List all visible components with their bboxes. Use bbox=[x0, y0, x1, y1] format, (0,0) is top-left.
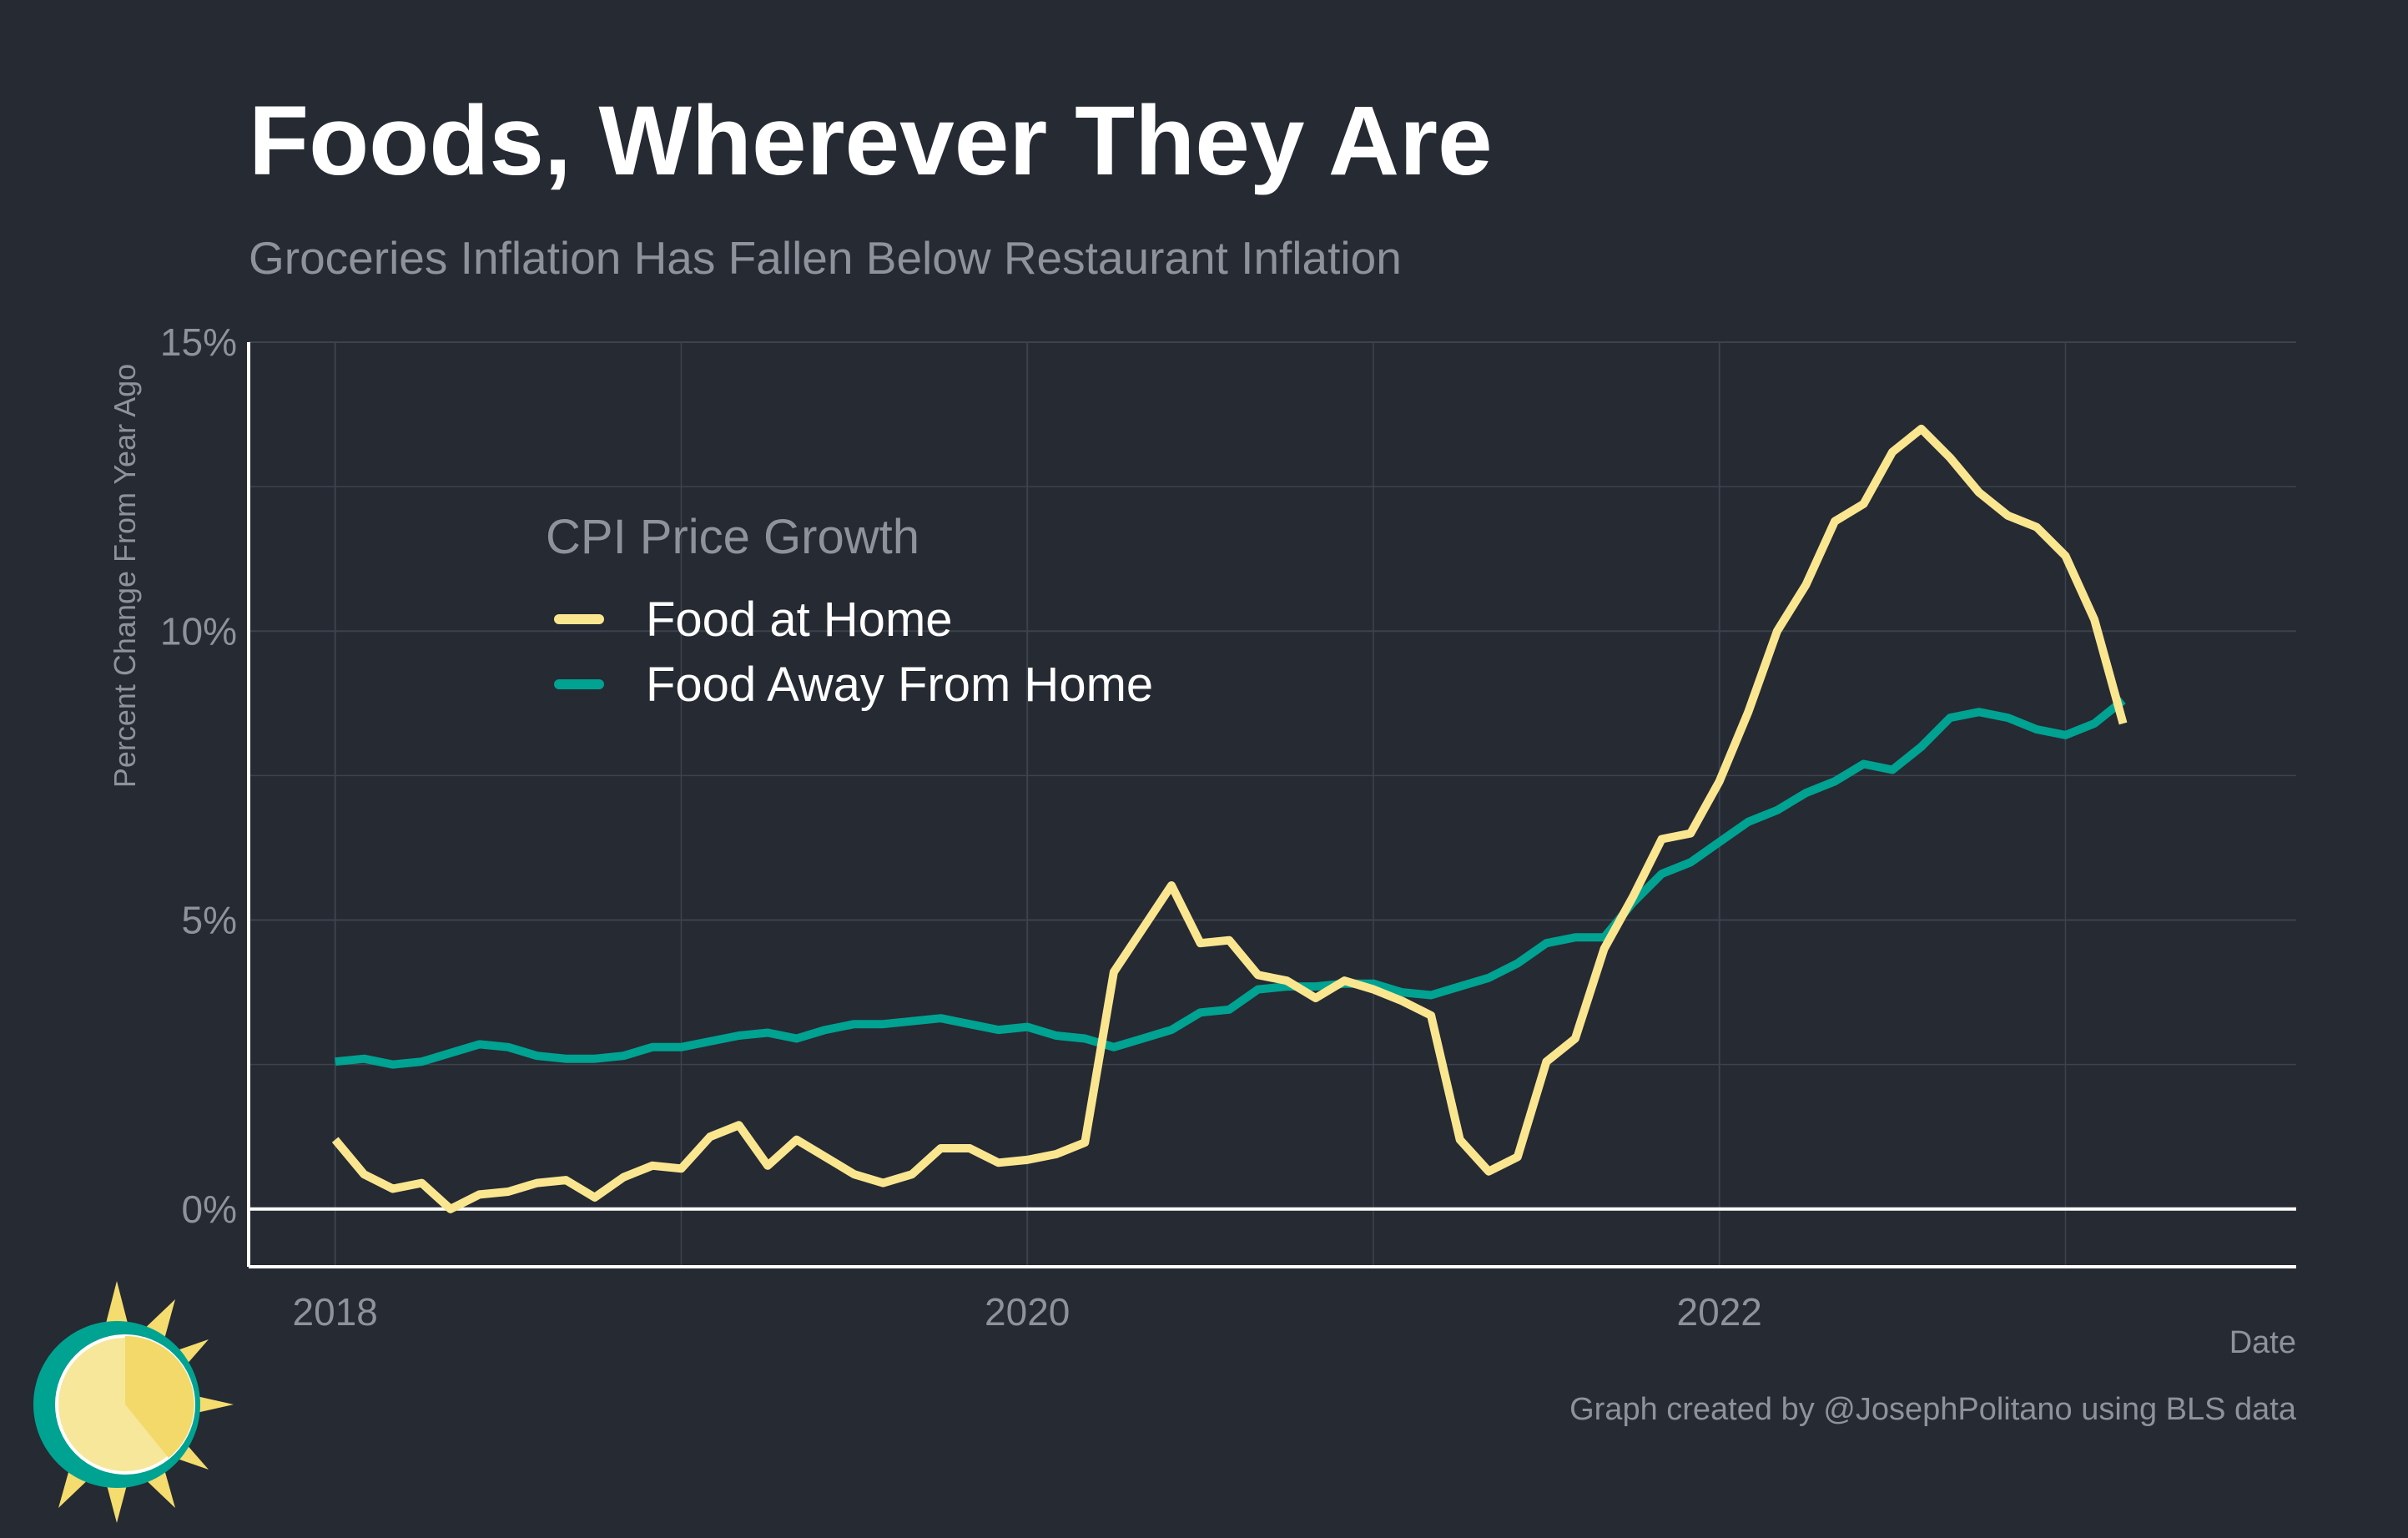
grid-lines bbox=[249, 341, 2296, 1267]
axes bbox=[247, 342, 2296, 1268]
chart-title: Foods, Wherever They Are bbox=[249, 86, 1493, 196]
legend-label-food-away: Food Away From Home bbox=[646, 657, 1154, 712]
y-tick-label: 0% bbox=[182, 1188, 237, 1231]
y-tick-label: 10% bbox=[160, 609, 237, 653]
legend-swatch-food-away bbox=[554, 679, 604, 689]
x-tick-labels: 2018 2020 2022 bbox=[293, 1290, 1762, 1334]
x-axis-label: Date bbox=[2229, 1325, 2296, 1360]
x-tick-label: 2018 bbox=[293, 1290, 378, 1334]
legend-label-food-at-home: Food at Home bbox=[646, 592, 953, 647]
x-tick-label: 2022 bbox=[1677, 1290, 1762, 1334]
sun-logo-icon bbox=[33, 1281, 234, 1523]
y-tick-labels: 0% 5% 10% 15% bbox=[160, 320, 237, 1231]
legend-item-food-away: Food Away From Home bbox=[546, 652, 1153, 717]
y-tick-label: 5% bbox=[182, 899, 237, 942]
x-tick-label: 2020 bbox=[985, 1290, 1070, 1334]
chart-subtitle: Groceries Inflation Has Fallen Below Res… bbox=[249, 232, 1402, 284]
legend-swatch-food-at-home bbox=[554, 614, 604, 624]
series-lines bbox=[331, 424, 2128, 1213]
y-tick-label: 15% bbox=[160, 320, 237, 364]
source-caption: Graph created by @JosephPolitano using B… bbox=[1569, 1392, 2296, 1427]
series-line-food-at-home bbox=[331, 424, 2128, 1213]
series-line-food-away-from-home bbox=[335, 697, 2126, 1069]
legend-title: CPI Price Growth bbox=[546, 510, 919, 564]
legend: CPI Price Growth Food at Home Food Away … bbox=[546, 513, 1153, 717]
legend-item-food-at-home: Food at Home bbox=[546, 587, 1153, 652]
